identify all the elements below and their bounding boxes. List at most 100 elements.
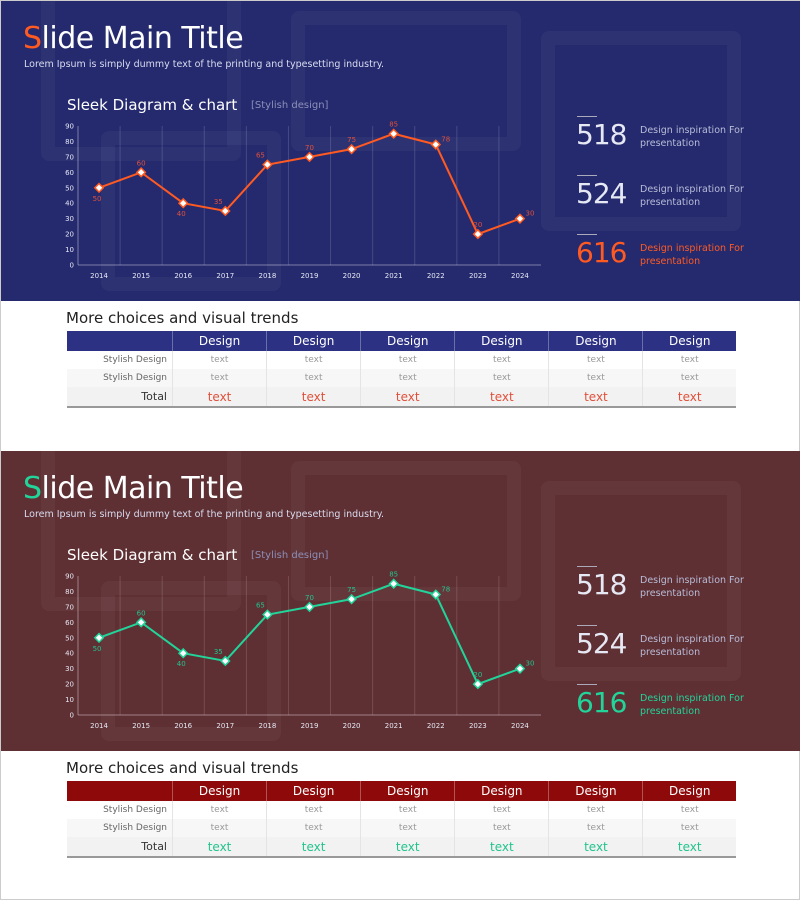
table-cell: text <box>360 369 455 387</box>
total-row: Total text text text text text text <box>66 387 736 408</box>
data-label: 60 <box>137 609 146 617</box>
x-tick-label: 2020 <box>343 272 361 280</box>
data-point <box>262 159 273 170</box>
chart-title: Sleek Diagram & chart <box>67 96 238 114</box>
stat-item: 524 Design inspiration For presentation <box>576 175 776 215</box>
table-cell: text <box>548 387 643 408</box>
table-cell: text <box>171 837 267 858</box>
data-point <box>388 578 399 590</box>
table-cell: text <box>642 369 736 387</box>
total-row: Total text text text text text text <box>66 837 736 858</box>
background-decoration <box>101 581 281 741</box>
background-decoration <box>41 1 241 161</box>
data-point <box>262 609 273 620</box>
background-decoration <box>541 31 741 231</box>
title-initial: S <box>23 21 42 56</box>
column-header: Design <box>360 331 455 351</box>
table-cell: text <box>642 837 736 858</box>
background-decoration <box>101 131 281 291</box>
data-point <box>135 617 147 628</box>
slide-banner: Slide Main Title Lorem Ipsum is simply du… <box>1 451 800 751</box>
data-point <box>430 589 442 600</box>
table-row: Stylish Design text text text text text text <box>66 369 736 387</box>
data-label: 40 <box>177 210 186 218</box>
data-label: 40 <box>177 660 186 668</box>
data-label: 70 <box>305 594 314 602</box>
x-tick-label: 2023 <box>469 272 487 280</box>
column-header <box>66 781 173 801</box>
x-tick-label: 2021 <box>385 272 403 280</box>
table-cell: text <box>548 837 643 858</box>
data-label: 35 <box>214 198 223 206</box>
data-label: 65 <box>256 152 265 160</box>
column-header: Design <box>171 331 267 351</box>
data-table: Design Design Design Design Design Design Styl… <box>66 331 736 408</box>
row-label: Stylish Design <box>66 819 173 837</box>
x-tick-label: 2022 <box>427 272 445 280</box>
stat-description: Design inspiration For presentation <box>640 575 744 599</box>
table-cell: text <box>454 801 549 819</box>
table-cell: text <box>266 387 361 408</box>
y-tick-label: 60 <box>65 619 74 627</box>
data-label: 35 <box>214 648 223 656</box>
table-header-row: Design Design Design Design Design Design <box>66 331 736 351</box>
column-header: Design <box>454 781 549 801</box>
chart-tag: [Stylish design] <box>251 550 329 561</box>
stat-divider <box>577 625 597 626</box>
data-point <box>472 678 484 690</box>
stat-description: Design inspiration For presentation <box>640 243 744 267</box>
data-label: 30 <box>525 660 534 668</box>
data-label: 65 <box>256 602 265 610</box>
stat-divider <box>577 116 597 117</box>
data-point <box>220 205 231 217</box>
table-cell: text <box>171 387 267 408</box>
row-label: Stylish Design <box>103 805 167 815</box>
x-tick-label: 2014 <box>90 272 108 280</box>
title-rest: lide Main Title <box>41 21 244 56</box>
column-header: Design <box>642 781 736 801</box>
x-tick-label: 2022 <box>427 722 445 730</box>
x-tick-label: 2024 <box>511 722 529 730</box>
title-rest: lide Main Title <box>41 471 244 506</box>
y-tick-label: 40 <box>65 200 74 208</box>
data-label: 78 <box>441 586 450 594</box>
data-label: 30 <box>525 210 534 218</box>
y-tick-label: 40 <box>65 650 74 658</box>
data-point <box>346 593 357 605</box>
table-cell: text <box>454 837 549 858</box>
table-cell: text <box>360 801 455 819</box>
y-tick-label: 70 <box>65 153 74 161</box>
stat-divider <box>577 234 597 235</box>
table-title: More choices and visual trends <box>66 759 299 777</box>
data-point <box>346 143 357 155</box>
table-row: Stylish Design text text text text text text <box>66 819 736 837</box>
x-tick-label: 2018 <box>258 272 276 280</box>
table-row: Stylish Design text text text text text text <box>67 801 736 819</box>
table-header-row: Design Design Design Design Design Design <box>66 781 736 801</box>
stat-number: 524 <box>576 627 627 660</box>
stat-description: Design inspiration For presentation <box>640 693 744 717</box>
table-cell: text <box>266 369 361 387</box>
data-label: 85 <box>389 121 398 129</box>
stat-item: 518 Design inspiration For presentation <box>576 566 776 606</box>
column-header: Design <box>642 331 736 351</box>
x-tick-label: 2021 <box>385 722 403 730</box>
slide-subtitle: Lorem Ipsum is simply dummy text of the … <box>24 509 385 520</box>
slide-subtitle: Lorem Ipsum is simply dummy text of the … <box>24 59 385 70</box>
data-point <box>304 151 315 163</box>
x-tick-label: 2017 <box>216 722 234 730</box>
column-header: Design <box>454 331 549 351</box>
slide-title: Slide Main Title <box>23 471 244 506</box>
y-tick-label: 10 <box>65 696 74 704</box>
data-point <box>514 213 526 224</box>
table-cell: text <box>171 819 267 837</box>
stat-number: 524 <box>576 177 627 210</box>
x-tick-label: 2015 <box>132 722 150 730</box>
data-point <box>304 601 315 613</box>
chart-title: Sleek Diagram & chart <box>67 546 238 564</box>
x-tick-label: 2017 <box>216 272 234 280</box>
row-label: Stylish Design <box>103 355 167 365</box>
table-cell: text <box>454 819 549 837</box>
stat-number: 616 <box>576 686 627 719</box>
column-header: Design <box>266 781 361 801</box>
